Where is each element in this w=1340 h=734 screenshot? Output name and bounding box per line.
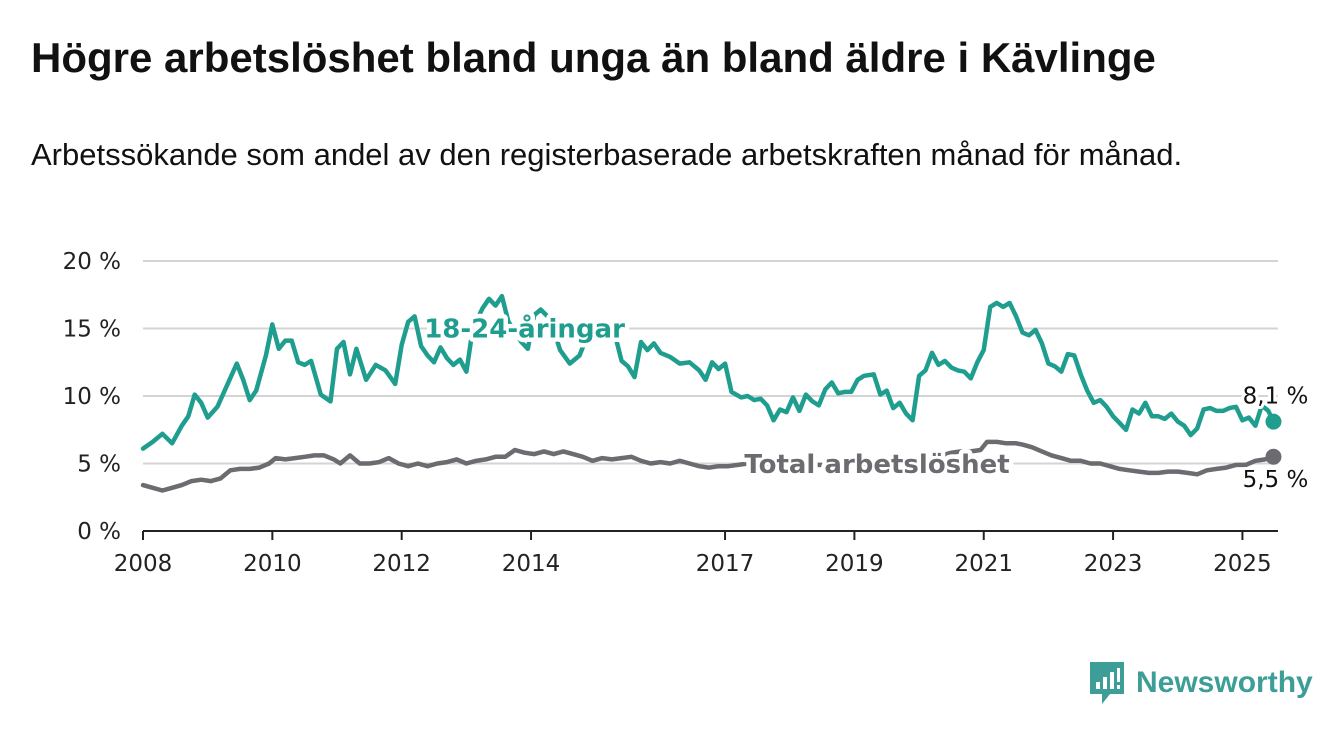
x-tick-label: 2014: [502, 551, 561, 577]
newsworthy-logo-icon: [1090, 662, 1124, 704]
brand[interactable]: Newsworthy: [1088, 660, 1313, 706]
series-line-1: [140, 439, 1276, 493]
series-end-marker-1: [1265, 448, 1282, 465]
y-tick-label: 15 %: [63, 317, 121, 343]
y-tick-label: 10 %: [63, 384, 121, 410]
series-line-0: [140, 293, 1276, 451]
x-tick-label: 2023: [1084, 551, 1143, 577]
line-chart: 0 %5 %10 %15 %20 % 2008 2010 2012 2014 2017 2…: [62, 249, 1312, 577]
series-label-0: 18-24-åringar: [424, 313, 625, 345]
x-tick-label: 2017: [696, 551, 755, 577]
chart-title: Högre arbetslöshet bland unga än bland ä…: [31, 34, 1156, 81]
y-tick-label: 0 %: [77, 519, 121, 545]
x-axis: 2008 2010 2012 2014 2017 2019 2021 2023 2025: [114, 530, 1278, 577]
chart-subtitle: Arbetssökande som andel av den registerb…: [31, 137, 1183, 172]
x-tick-label: 2021: [954, 551, 1013, 577]
x-tick-label: 2012: [372, 551, 431, 577]
series-end-marker-0: [1265, 413, 1282, 430]
series-label-1: Total arbetslöshet: [744, 450, 1009, 480]
brand-name: Newsworthy: [1136, 666, 1313, 699]
y-tick-label: 20 %: [63, 249, 121, 275]
end-value-label-0: 8,1 %: [1243, 384, 1309, 410]
y-tick-label: 5 %: [77, 452, 121, 478]
x-tick-label: 2008: [114, 551, 173, 577]
x-tick-label: 2010: [243, 551, 302, 577]
end-value-label-1: 5,5 %: [1243, 467, 1309, 493]
y-axis: 0 % 5 % 10 % 15 % 20 %: [63, 249, 121, 545]
x-tick-label: 2019: [825, 551, 884, 577]
series-labels: 18-24-åringar Total arbetslöshet 8,1 % 5,5 …: [420, 308, 1312, 496]
x-tick-label: 2025: [1213, 551, 1272, 577]
series-lines: [140, 293, 1282, 493]
